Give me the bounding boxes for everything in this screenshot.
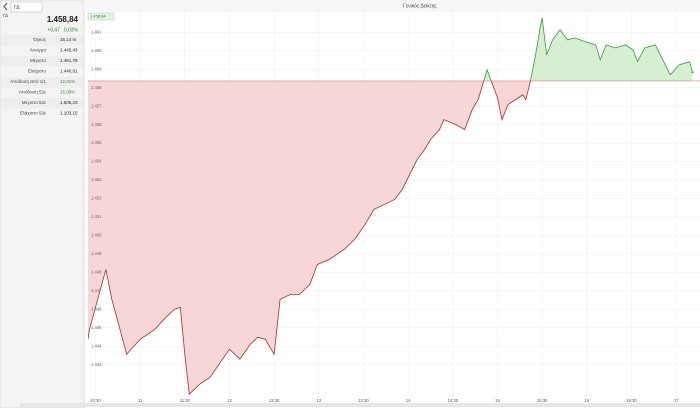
search-input[interactable] — [10, 1, 43, 13]
stat-row — [1, 98, 83, 109]
x-tick-label: 13:30 — [358, 398, 369, 403]
stat-label: Όγκος — [32, 37, 46, 42]
y-tick-label: 1.443 — [91, 362, 102, 367]
x-tick-label: 14 — [406, 398, 411, 403]
chart-header — [84, 0, 700, 12]
stat-label: Μέγιστο — [30, 57, 46, 63]
last-point — [691, 71, 694, 74]
search-text: ΓΔ — [14, 5, 20, 11]
y-tick-label: 1.450 — [91, 233, 102, 238]
line-down — [88, 80, 531, 395]
price-badge-text: 1.458,84 — [90, 14, 106, 19]
stat-label: Άνοιγμα — [30, 48, 47, 53]
stat-label: Απόδοση 52ε — [19, 89, 46, 95]
x-tick-label: 13 — [316, 398, 321, 403]
y-tick-label: 1.449 — [91, 251, 102, 256]
x-tick-label: 17 — [674, 398, 679, 403]
x-tick-label: 10:30 — [90, 398, 101, 403]
y-tick-label: 1.444 — [91, 343, 102, 348]
x-tick-label: 12:30 — [269, 398, 280, 403]
y-tick-label: 1.445 — [91, 325, 102, 330]
x-tick-label: 11 — [138, 398, 143, 403]
side-panel — [0, 0, 85, 408]
y-tick-label: 1.453 — [91, 177, 102, 182]
chart-title: Γενικός Δείκτης — [403, 2, 437, 9]
stat-value: 1.445,43 — [60, 48, 78, 53]
stat-label: Απόδοση από 1/1 — [10, 78, 46, 84]
y-tick-label: 1.458 — [91, 85, 102, 90]
stat-row — [1, 77, 83, 88]
x-tick-label: 12 — [227, 398, 232, 403]
stat-value: 1.440,91 — [60, 69, 78, 74]
y-tick-label: 1.456 — [91, 122, 102, 127]
y-tick-label: 1.447 — [91, 288, 102, 293]
stat-row — [1, 56, 83, 67]
x-tick-label: 11:30 — [180, 398, 191, 403]
stat-label: Ελάχιστο 52ε — [20, 110, 46, 116]
area-down — [88, 80, 693, 395]
stat-row — [1, 35, 83, 46]
symbol: ΓΔ — [3, 13, 8, 18]
x-tick-label: 15:30 — [537, 398, 548, 403]
line-up — [483, 17, 693, 81]
y-tick-label: 1.461 — [91, 29, 102, 34]
scrollbar[interactable] — [20, 403, 700, 407]
y-tick-label: 1.451 — [91, 214, 102, 219]
x-tick-label: 15 — [495, 398, 500, 403]
y-tick-label: 1.457 — [91, 103, 102, 108]
back-button[interactable] — [3, 2, 8, 11]
change: +0,47 — [47, 27, 60, 33]
x-tick-label: 16:30 — [626, 398, 637, 403]
stat-value: 1.103,15 — [60, 111, 78, 116]
y-tick-label: 1.459 — [91, 66, 102, 71]
x-tick-label: 16 — [584, 398, 589, 403]
stat-value: 15,14 m — [60, 37, 77, 42]
stat-value: 1.505,23 — [60, 100, 78, 105]
price-badge — [87, 12, 115, 21]
area-up — [483, 17, 693, 81]
y-tick-label: 1.448 — [91, 270, 102, 275]
stat-value: 15,09% — [60, 90, 75, 95]
y-tick-label: 1.455 — [91, 140, 102, 145]
y-tick-label: 1.452 — [91, 196, 102, 201]
y-tick-label: 1.446 — [91, 306, 102, 311]
change-pct: 0,03% — [64, 27, 79, 33]
x-tick-label: 14:30 — [448, 398, 459, 403]
y-tick-label: 1.460 — [91, 48, 102, 53]
stat-label: Ελάχιστο — [28, 68, 47, 74]
price: 1.458,84 — [47, 15, 79, 24]
stat-label: Μέγιστο 52ε — [22, 99, 46, 105]
y-tick-label: 1.454 — [91, 159, 102, 164]
stat-value: 1.461,78 — [60, 58, 78, 63]
stat-value: 12,01% — [60, 79, 75, 84]
